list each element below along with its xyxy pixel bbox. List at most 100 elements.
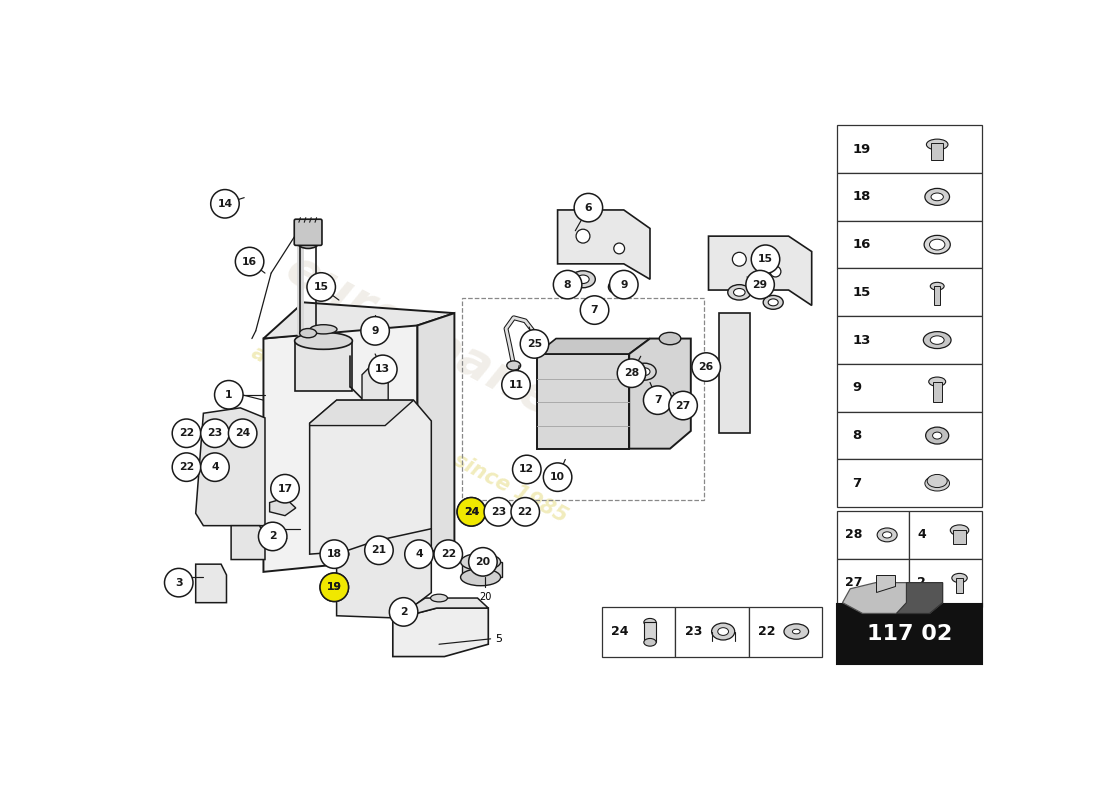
Text: 28: 28	[845, 528, 862, 542]
Polygon shape	[231, 526, 265, 559]
Ellipse shape	[430, 594, 448, 602]
Text: 24: 24	[235, 428, 251, 438]
Text: 1: 1	[282, 531, 288, 542]
Text: 6: 6	[584, 202, 592, 213]
Text: 7: 7	[653, 395, 661, 405]
Text: 24: 24	[464, 507, 478, 517]
Ellipse shape	[639, 368, 650, 375]
Text: 20: 20	[475, 557, 491, 567]
Polygon shape	[264, 302, 454, 338]
Circle shape	[307, 273, 336, 302]
Text: 21: 21	[372, 546, 386, 555]
Polygon shape	[558, 210, 650, 279]
Ellipse shape	[931, 336, 944, 344]
Text: 2: 2	[268, 531, 276, 542]
Polygon shape	[537, 338, 650, 354]
Text: 11: 11	[508, 380, 524, 390]
Circle shape	[165, 568, 192, 597]
Text: 17: 17	[277, 484, 293, 494]
Ellipse shape	[728, 285, 751, 300]
Text: 9: 9	[620, 280, 628, 290]
Polygon shape	[877, 575, 895, 592]
Ellipse shape	[461, 554, 500, 570]
Circle shape	[543, 463, 572, 491]
Text: 22: 22	[441, 549, 455, 559]
Bar	[837, 511, 910, 558]
Circle shape	[469, 548, 497, 576]
Ellipse shape	[924, 235, 950, 254]
Bar	[675, 606, 748, 657]
Ellipse shape	[659, 332, 681, 345]
Text: 23: 23	[684, 625, 702, 638]
Bar	[837, 412, 982, 459]
Bar	[837, 126, 982, 173]
Text: 9: 9	[372, 326, 378, 336]
Bar	[462, 562, 502, 578]
Circle shape	[235, 247, 264, 276]
Circle shape	[520, 330, 549, 358]
Text: eurospar.es: eurospar.es	[277, 244, 588, 441]
Bar	[837, 459, 982, 507]
Ellipse shape	[931, 193, 944, 201]
Polygon shape	[418, 313, 454, 557]
Text: a passion for parts since 1985: a passion for parts since 1985	[249, 342, 571, 527]
Circle shape	[484, 498, 513, 526]
Ellipse shape	[532, 339, 546, 349]
Ellipse shape	[614, 243, 625, 254]
Circle shape	[271, 474, 299, 503]
Ellipse shape	[927, 474, 947, 487]
Text: 13: 13	[375, 364, 390, 374]
Polygon shape	[537, 354, 629, 449]
Text: 7: 7	[591, 305, 598, 315]
Text: 29: 29	[752, 280, 768, 290]
Bar	[749, 606, 822, 657]
Circle shape	[405, 540, 433, 568]
Bar	[837, 221, 982, 269]
Text: 26: 26	[698, 362, 714, 372]
Ellipse shape	[734, 289, 745, 296]
Text: 22: 22	[758, 625, 776, 638]
Bar	[462, 298, 704, 500]
Ellipse shape	[950, 525, 969, 536]
Circle shape	[173, 453, 200, 482]
Polygon shape	[270, 498, 296, 516]
Circle shape	[368, 355, 397, 383]
Circle shape	[581, 296, 608, 324]
Circle shape	[692, 353, 720, 382]
Ellipse shape	[576, 230, 590, 243]
Ellipse shape	[926, 139, 948, 150]
Ellipse shape	[717, 628, 728, 635]
Ellipse shape	[925, 476, 949, 491]
Text: 22: 22	[179, 462, 194, 472]
Bar	[837, 316, 982, 364]
Circle shape	[502, 370, 530, 399]
Ellipse shape	[926, 427, 949, 444]
Polygon shape	[719, 313, 750, 434]
Text: 22: 22	[179, 428, 194, 438]
Circle shape	[258, 522, 287, 550]
Text: 1: 1	[226, 390, 232, 400]
Polygon shape	[264, 323, 418, 572]
Circle shape	[214, 381, 243, 409]
Circle shape	[211, 190, 239, 218]
Bar	[837, 558, 910, 606]
Circle shape	[365, 536, 393, 565]
Circle shape	[458, 498, 485, 526]
Circle shape	[361, 317, 389, 345]
Text: 16: 16	[852, 238, 871, 251]
Ellipse shape	[952, 574, 967, 582]
Circle shape	[513, 455, 541, 484]
Polygon shape	[393, 598, 488, 619]
Polygon shape	[310, 400, 431, 554]
Text: 5: 5	[495, 634, 502, 644]
Text: 24: 24	[464, 507, 478, 517]
Ellipse shape	[882, 532, 892, 538]
Ellipse shape	[770, 266, 781, 277]
Bar	[910, 511, 982, 558]
Text: 1: 1	[226, 388, 232, 402]
Circle shape	[644, 386, 672, 414]
Circle shape	[458, 498, 485, 526]
Text: 3: 3	[172, 576, 178, 589]
Ellipse shape	[461, 569, 500, 586]
Ellipse shape	[299, 329, 317, 338]
